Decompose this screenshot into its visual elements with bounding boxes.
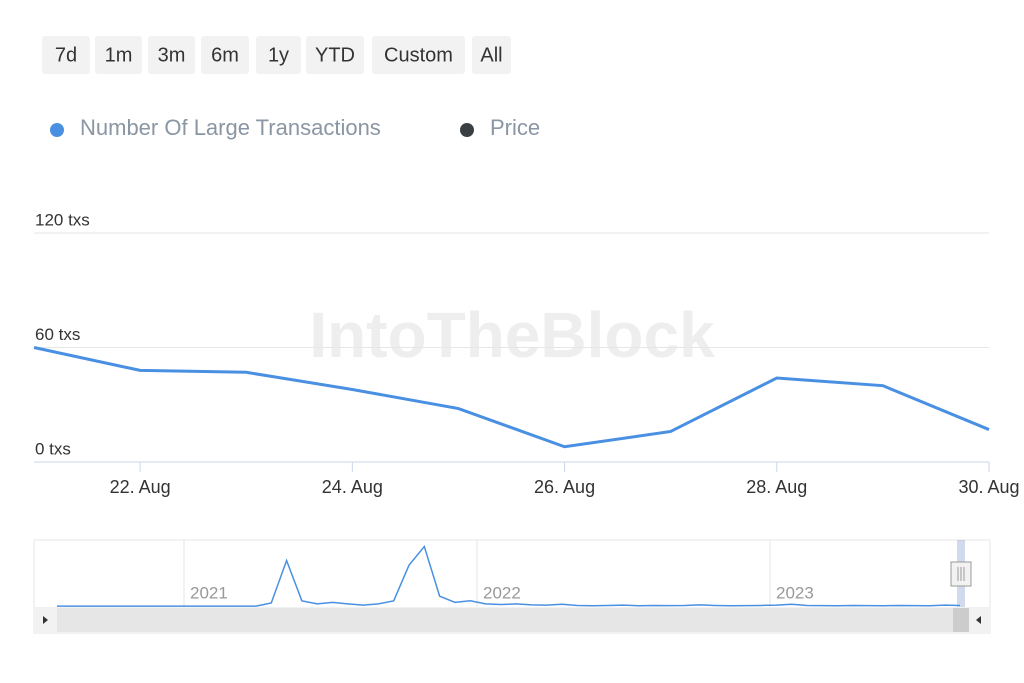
navigator-year-label: 2021: [190, 583, 228, 602]
range-button[interactable]: [148, 36, 195, 74]
x-tick-label: 30. Aug: [958, 477, 1019, 497]
range-button[interactable]: [306, 36, 364, 74]
range-button-label[interactable]: 7d: [55, 44, 77, 66]
range-button-label[interactable]: 1y: [268, 44, 289, 66]
legend-marker[interactable]: [50, 123, 64, 137]
range-button[interactable]: [256, 36, 301, 74]
range-button-label[interactable]: All: [480, 44, 502, 66]
y-tick-label: 120 txs: [35, 210, 90, 229]
range-button-label[interactable]: 1m: [105, 44, 133, 66]
range-button[interactable]: [201, 36, 249, 74]
x-tick-label: 22. Aug: [110, 477, 171, 497]
y-tick-label: 0 txs: [35, 439, 71, 458]
y-tick-label: 60 txs: [35, 325, 80, 344]
scroll-left-arrow[interactable]: [43, 616, 48, 624]
range-button-label[interactable]: 3m: [158, 44, 186, 66]
range-button[interactable]: [472, 36, 511, 74]
navigator-year-label: 2022: [483, 583, 521, 602]
range-button[interactable]: [42, 36, 90, 74]
navigator-line: [57, 544, 961, 607]
navigator-year-label: 2023: [776, 583, 814, 602]
legend-label[interactable]: Number Of Large Transactions: [80, 115, 381, 140]
range-button-label[interactable]: YTD: [315, 44, 355, 66]
range-button[interactable]: [372, 36, 465, 74]
x-tick-label: 24. Aug: [322, 477, 383, 497]
scroll-right-arrow[interactable]: [976, 616, 981, 624]
watermark: IntoTheBlock: [309, 299, 715, 371]
range-button-label[interactable]: 6m: [211, 44, 239, 66]
range-button[interactable]: [95, 36, 142, 74]
range-button-label[interactable]: Custom: [384, 44, 453, 66]
scrollbar-end[interactable]: [953, 608, 969, 632]
series-line: [33, 346, 990, 449]
x-tick-label: 28. Aug: [746, 477, 807, 497]
handle-grip: [957, 567, 965, 581]
x-tick-label: 26. Aug: [534, 477, 595, 497]
legend-label[interactable]: Price: [490, 115, 540, 140]
scrollbar-thumb[interactable]: [57, 608, 953, 632]
legend-marker[interactable]: [460, 123, 474, 137]
